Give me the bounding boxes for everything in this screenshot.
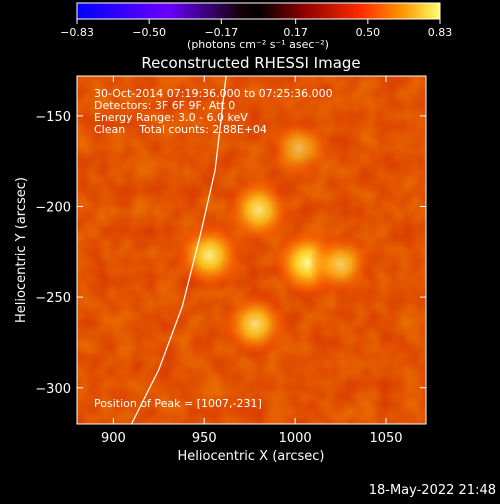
- colorbar-unit-label: (photons cm⁻² s⁻¹ asec⁻²): [187, 38, 329, 51]
- colorbar-ticks: −0.83 −0.50 −0.17 0.17 0.50 0.83: [60, 19, 452, 39]
- emission-source: [308, 232, 373, 297]
- annotation-algorithm: Clean Total counts: 2.88E+04: [94, 123, 267, 136]
- annotation-energy-range: Energy Range: 3.0 - 6.0 keV: [94, 111, 248, 124]
- emission-source: [224, 176, 293, 245]
- annotations: 30-Oct-2014 07:19:36.000 to 07:25:36.000…: [94, 87, 333, 410]
- x-axis-tick-label: 950: [192, 431, 217, 446]
- plot-area: [77, 76, 426, 424]
- y-axis-ticks: −150 −200 −250 −300: [35, 110, 426, 397]
- x-axis-tick-label: 1050: [369, 431, 402, 446]
- emission-source: [221, 291, 289, 358]
- x-axis-tick-label: 1000: [279, 431, 312, 446]
- x-axis-tick-label: 900: [101, 431, 126, 446]
- y-axis-label: Heliocentric Y (arcsec): [14, 177, 29, 323]
- colorbar: −0.83 −0.50 −0.17 0.17 0.50 0.83 (photons cm⁻…: [60, 2, 452, 51]
- plot-frame: [76, 75, 427, 425]
- annotation-peak-position: Position of Peak = [1007,-231]: [94, 397, 262, 410]
- colorbar-tick-label: −0.83: [60, 26, 94, 39]
- solar-limb-curve: [130, 76, 227, 424]
- emission-sources: [175, 118, 373, 358]
- x-axis-label: Heliocentric X (arcsec): [178, 449, 325, 464]
- y-axis-tick-label: −150: [35, 110, 71, 125]
- y-axis-tick-label: −250: [35, 291, 71, 306]
- colorbar-tick-label: 0.83: [428, 26, 453, 39]
- y-axis-tick-label: −300: [35, 382, 71, 397]
- colorbar-tick-label: −0.50: [132, 26, 166, 39]
- annotation-time-range: 30-Oct-2014 07:19:36.000 to 07:25:36.000: [94, 87, 333, 100]
- x-axis-ticks: 900 950 1000 1050: [101, 76, 403, 446]
- emission-source: [268, 118, 330, 179]
- colorbar-gradient: [76, 2, 441, 20]
- colorbar-tick-label: 0.50: [356, 26, 381, 39]
- chart-title: Reconstructed RHESSI Image: [141, 54, 360, 72]
- colorbar-tick-label: 0.17: [283, 26, 308, 39]
- footer-date: 18-May-2022 21:48: [369, 483, 496, 498]
- y-axis-tick-label: −200: [35, 201, 71, 216]
- emission-source: [175, 220, 245, 291]
- annotation-detectors: Detectors: 3F 6F 9F, Att 0: [94, 99, 235, 112]
- colorbar-tick-label: −0.17: [204, 26, 238, 39]
